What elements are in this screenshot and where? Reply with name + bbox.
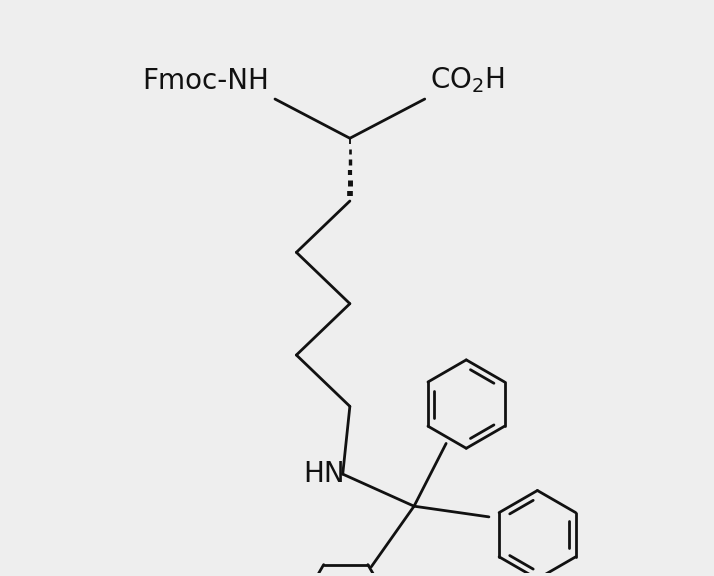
Text: CO$_2$H: CO$_2$H xyxy=(431,66,506,96)
Text: Fmoc-NH: Fmoc-NH xyxy=(142,67,269,96)
Text: HN: HN xyxy=(303,460,345,488)
